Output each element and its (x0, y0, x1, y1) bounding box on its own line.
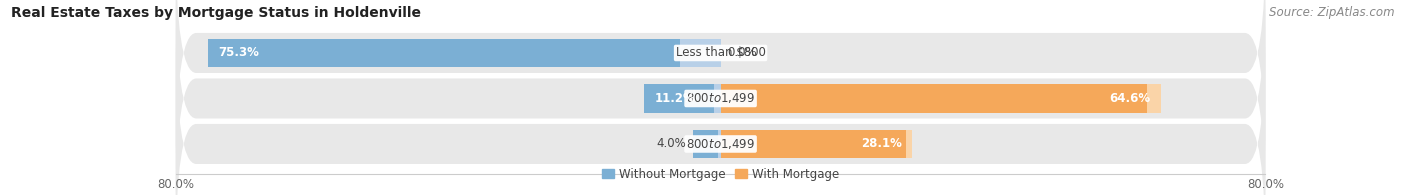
Bar (644, 84, 721, 113)
Text: 28.1%: 28.1% (860, 137, 901, 151)
Text: 11.2%: 11.2% (655, 92, 695, 105)
Text: Less than $800: Less than $800 (676, 46, 765, 59)
Text: $800 to $1,499: $800 to $1,499 (686, 137, 755, 151)
Bar (208, 39, 721, 67)
Bar (721, 130, 907, 158)
FancyBboxPatch shape (176, 27, 1265, 195)
Bar (721, 130, 912, 158)
Bar (693, 130, 718, 158)
FancyBboxPatch shape (176, 0, 1265, 195)
Legend: Without Mortgage, With Mortgage: Without Mortgage, With Mortgage (598, 163, 844, 186)
Text: Real Estate Taxes by Mortgage Status in Holdenville: Real Estate Taxes by Mortgage Status in … (11, 6, 422, 20)
Text: Source: ZipAtlas.com: Source: ZipAtlas.com (1270, 6, 1395, 19)
Bar (721, 84, 1147, 113)
Text: 75.3%: 75.3% (218, 46, 259, 59)
Text: 0.0%: 0.0% (727, 46, 756, 59)
FancyBboxPatch shape (176, 0, 1265, 169)
Text: 64.6%: 64.6% (1109, 92, 1150, 105)
Bar (693, 130, 721, 158)
Bar (644, 84, 714, 113)
Bar (721, 84, 1160, 113)
Text: $800 to $1,499: $800 to $1,499 (686, 91, 755, 105)
Text: 4.0%: 4.0% (657, 137, 686, 151)
Bar (208, 39, 679, 67)
